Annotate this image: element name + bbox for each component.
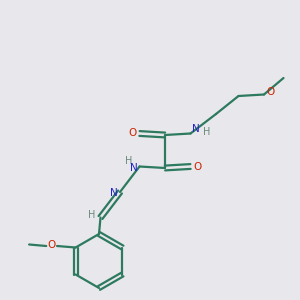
Text: H: H (125, 155, 133, 166)
Text: N: N (192, 124, 200, 134)
Text: O: O (266, 86, 275, 97)
Text: H: H (88, 209, 95, 220)
Text: H: H (203, 127, 211, 137)
Text: N: N (110, 188, 117, 199)
Text: O: O (193, 161, 201, 172)
Text: O: O (129, 128, 137, 139)
Text: N: N (130, 163, 138, 173)
Text: O: O (47, 239, 56, 250)
